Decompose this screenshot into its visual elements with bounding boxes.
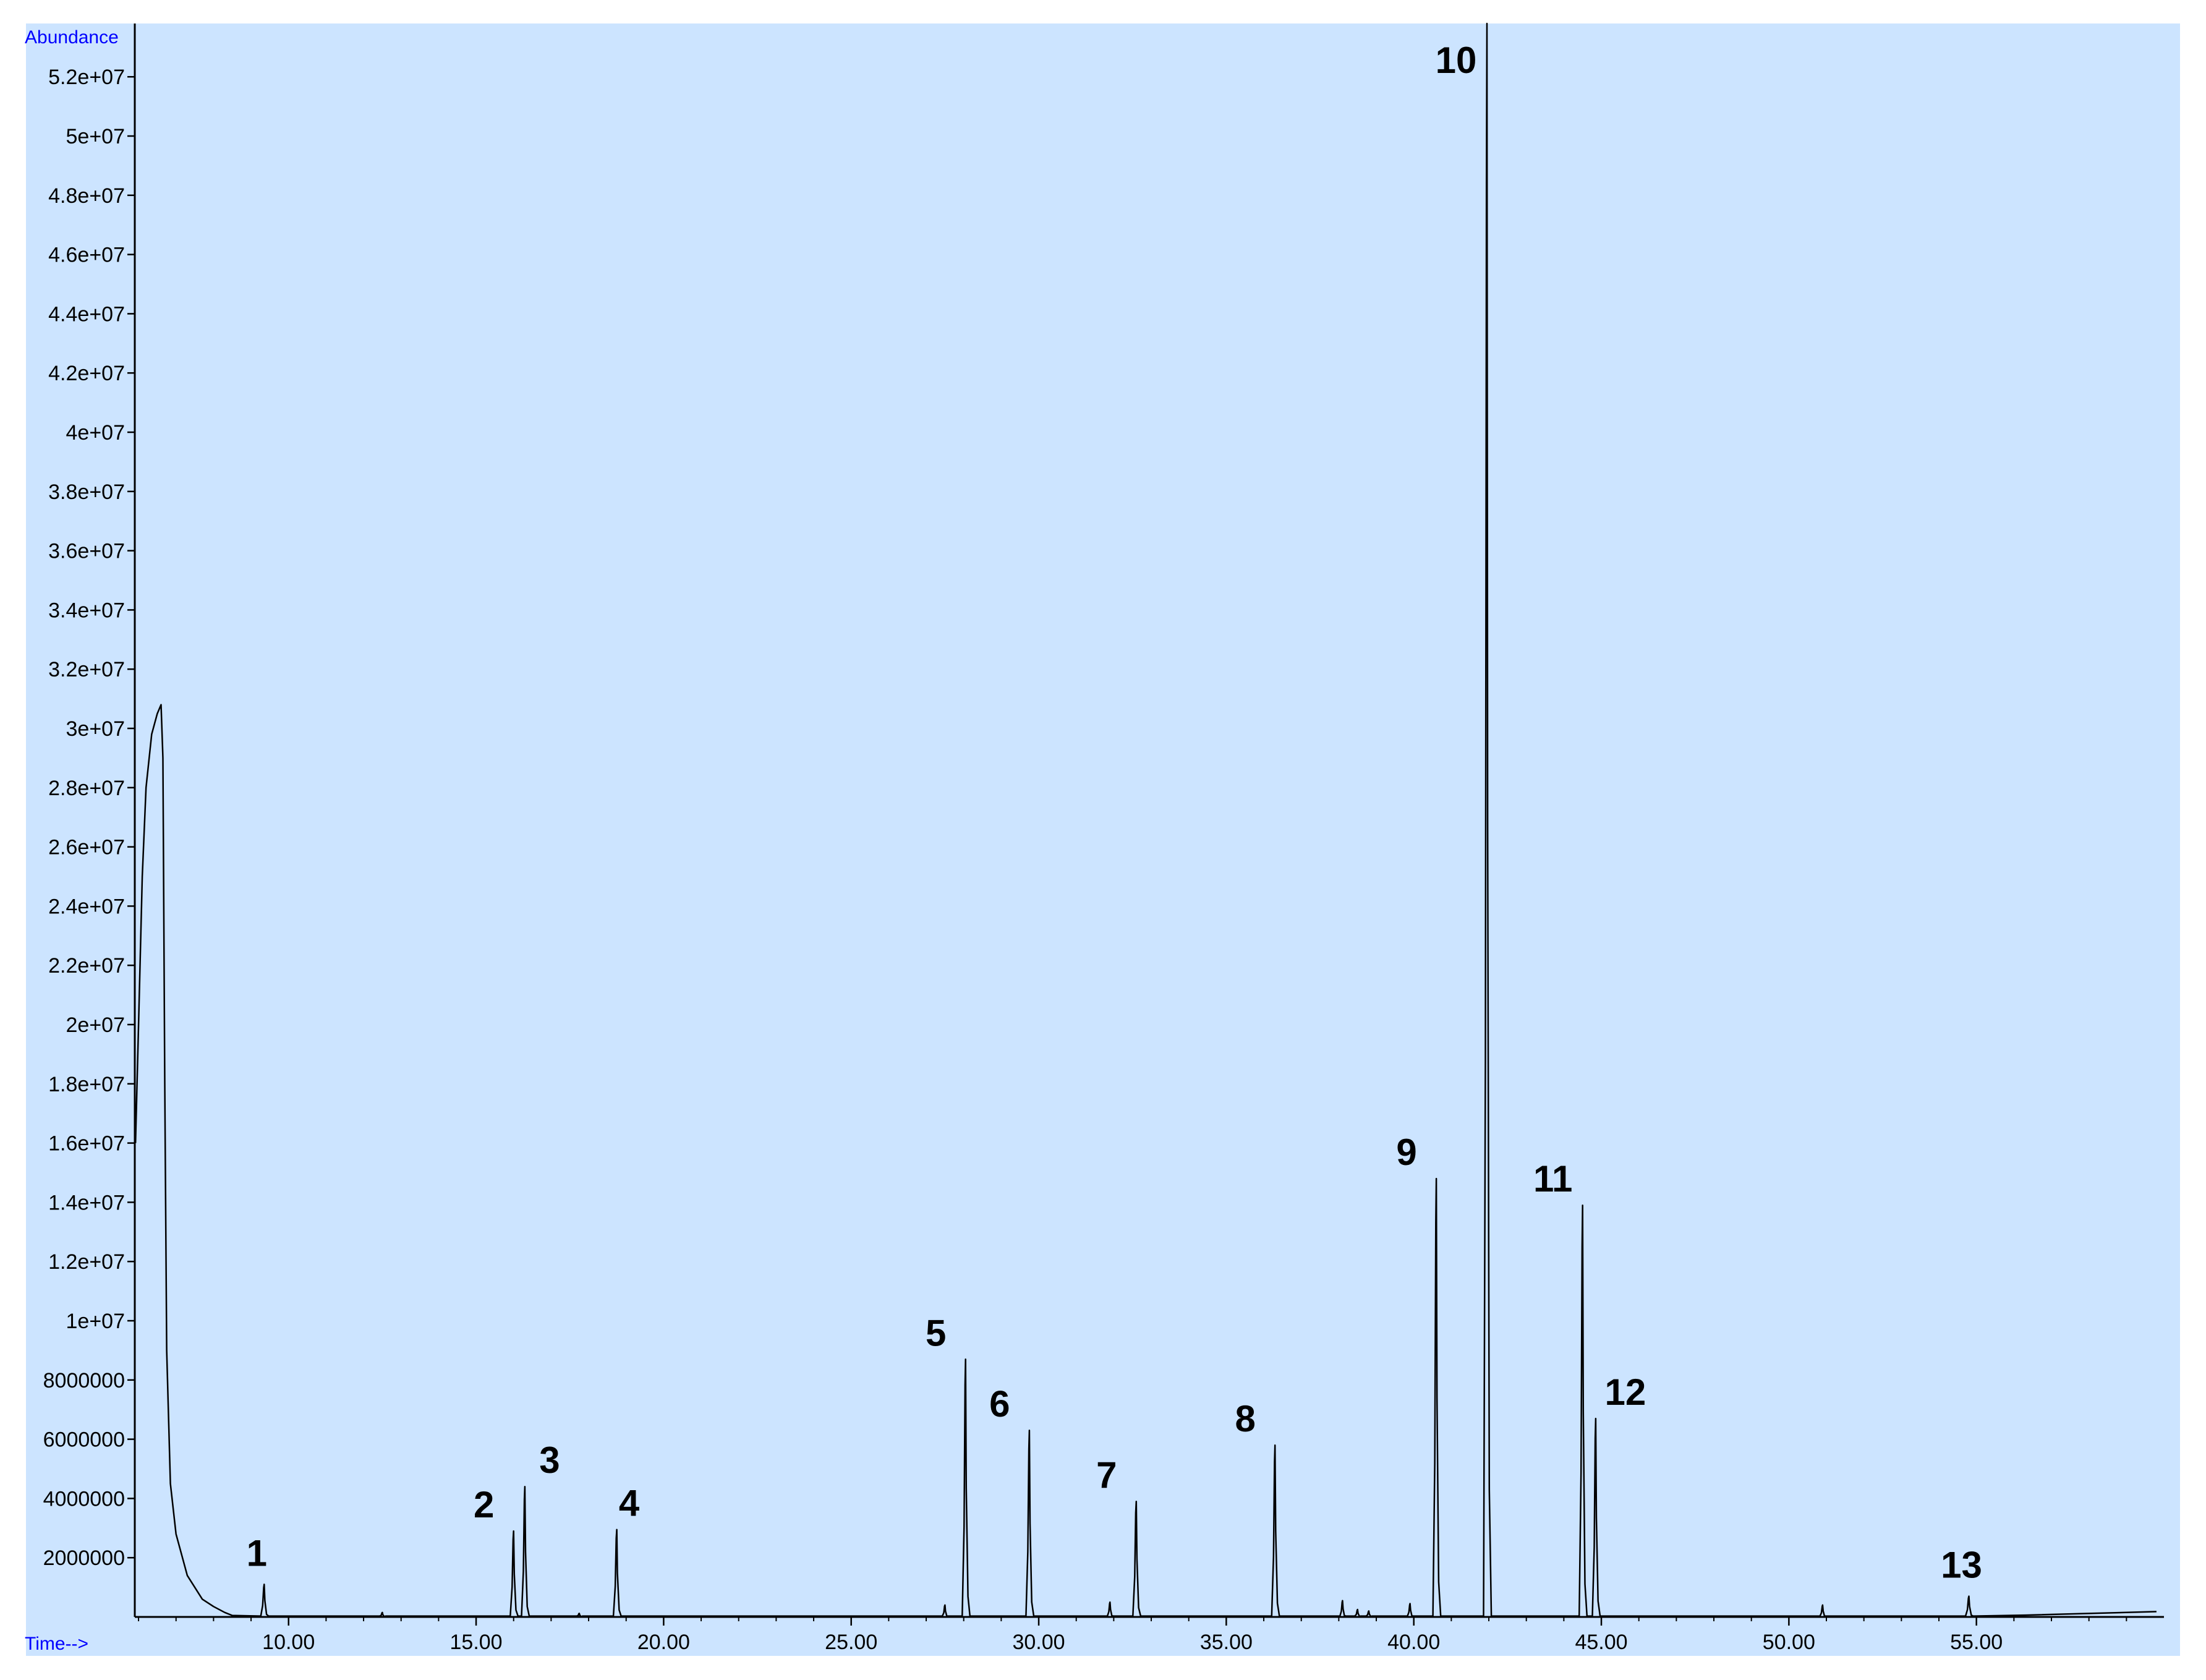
y-tick-label: 3.2e+07 (48, 658, 125, 681)
peak-label-11: 11 (1533, 1158, 1572, 1200)
peak-label-2: 2 (474, 1484, 494, 1525)
y-tick-label: 1.6e+07 (48, 1132, 125, 1156)
y-tick-label: 4e+07 (66, 421, 126, 445)
x-tick-label: 25.00 (825, 1631, 877, 1654)
y-tick-label: 1.4e+07 (48, 1191, 125, 1214)
y-tick-label: 8000000 (43, 1369, 125, 1392)
y-tick-label: 1e+07 (66, 1310, 126, 1333)
y-tick-label: 2.4e+07 (48, 895, 125, 918)
y-tick-label: 3.4e+07 (48, 599, 125, 622)
chromatogram-trace (134, 22, 2157, 1618)
y-axis-title: Abundance (25, 27, 119, 48)
y-tick-label: 2000000 (43, 1546, 125, 1570)
y-tick-label: 4.6e+07 (48, 244, 125, 267)
x-tick-label: 50.00 (1763, 1631, 1815, 1654)
y-tick-label: 5.2e+07 (48, 66, 125, 89)
y-tick-label: 2e+07 (66, 1013, 126, 1037)
x-tick-label: 55.00 (1950, 1631, 2003, 1654)
peak-label-1: 1 (247, 1532, 267, 1574)
x-tick-label: 35.00 (1200, 1631, 1253, 1654)
y-tick-label: 1.2e+07 (48, 1250, 125, 1274)
y-tick-label: 3.8e+07 (48, 480, 125, 504)
y-tick-label: 2.8e+07 (48, 777, 125, 800)
x-tick-label: 15.00 (450, 1631, 503, 1654)
x-tick-label: 45.00 (1575, 1631, 1627, 1654)
y-tick-label: 3.6e+07 (48, 540, 125, 563)
peak-label-12: 12 (1605, 1371, 1646, 1413)
x-tick-label: 10.00 (262, 1631, 315, 1654)
y-axis-ticks: 2000000 4000000 6000000 8000000 1e+07 1.2e+07… (43, 66, 135, 1570)
peak-label-9: 9 (1396, 1132, 1416, 1173)
x-tick-label: 30.00 (1012, 1631, 1065, 1654)
y-tick-label: 4.4e+07 (48, 302, 125, 326)
peak-label-4: 4 (619, 1483, 640, 1524)
y-tick-label: 6000000 (43, 1428, 125, 1452)
peak-label-13: 13 (1941, 1544, 1982, 1585)
peak-label-10: 10 (1436, 40, 1477, 81)
y-tick-label: 4.8e+07 (48, 184, 125, 208)
peak-label-7: 7 (1096, 1454, 1117, 1496)
y-tick-label: 3e+07 (66, 717, 126, 741)
peak-label-8: 8 (1235, 1398, 1256, 1439)
y-tick-label: 4.2e+07 (48, 362, 125, 385)
peak-label-3: 3 (539, 1439, 560, 1481)
x-tick-label: 40.00 (1387, 1631, 1440, 1654)
y-tick-label: 1.8e+07 (48, 1073, 125, 1096)
x-axis-ticks: 10.00 15.00 20.00 25.00 30.00 35.00 40.00 45.00… (138, 1617, 2127, 1654)
y-tick-label: 2.2e+07 (48, 954, 125, 978)
y-tick-label: 4000000 (43, 1487, 125, 1511)
peak-label-6: 6 (989, 1383, 1010, 1425)
y-tick-label: 2.6e+07 (48, 836, 125, 859)
plot-background (26, 23, 2180, 1656)
y-tick-label: 5e+07 (66, 125, 126, 148)
x-axis-title: Time--> (25, 1634, 88, 1654)
peak-label-5: 5 (926, 1312, 946, 1354)
x-tick-label: 20.00 (637, 1631, 690, 1654)
